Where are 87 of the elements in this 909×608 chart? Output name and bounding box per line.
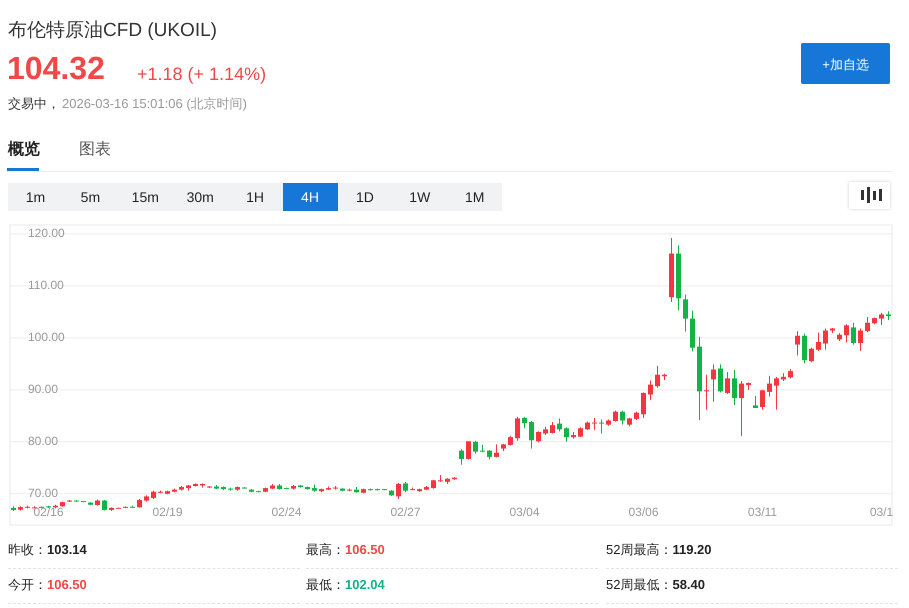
candlestick	[683, 294, 688, 332]
text: 最低：	[306, 577, 345, 592]
text: 最高：	[306, 542, 345, 557]
text: 4H	[300, 189, 320, 205]
candlestick	[823, 328, 828, 350]
text: 106.50	[47, 577, 87, 592]
text: 119.20	[672, 542, 712, 557]
x-tick-label: 03/04	[509, 505, 540, 520]
y-tick-label: 70.00	[28, 486, 58, 500]
text: 概览	[8, 140, 40, 160]
candlestick	[641, 392, 646, 418]
candlestick	[102, 500, 107, 511]
text: 交易中，	[8, 95, 60, 113]
candlestick	[396, 482, 401, 500]
text: 103.14	[47, 542, 87, 557]
text: +加自选	[821, 56, 870, 74]
candlestick	[536, 430, 541, 443]
candlestick	[704, 374, 709, 410]
candlestick	[620, 410, 625, 426]
text: 昨收：	[8, 542, 47, 557]
candlestick	[879, 312, 884, 326]
y-tick-label: 110.00	[28, 278, 64, 292]
text: 图表	[79, 140, 111, 160]
candlestick	[592, 417, 597, 430]
text: 104.32	[7, 50, 105, 87]
candlestick	[844, 324, 849, 344]
text: 106.50	[345, 542, 385, 557]
text: 1H	[245, 189, 266, 205]
candlestick	[529, 420, 534, 450]
text: 15m	[130, 189, 160, 205]
candlestick	[865, 316, 870, 333]
candlestick	[711, 364, 716, 402]
candlestick	[599, 418, 604, 434]
x-tick-label: 02/27	[390, 505, 421, 520]
candlestick	[858, 328, 863, 352]
candlestick	[739, 380, 744, 437]
x-tick-label: 02/19	[152, 505, 183, 520]
y-tick-label: 100.00	[28, 330, 66, 344]
text: 30m	[186, 189, 215, 205]
candlestick	[508, 435, 513, 446]
candlestick	[760, 389, 765, 410]
y-tick-label: 120.00	[28, 226, 66, 240]
candlestick	[613, 410, 618, 422]
candlestick	[655, 365, 660, 388]
candlestick	[774, 376, 779, 410]
text: +1.18 (+ 1.14%)	[137, 64, 266, 85]
text: 2026-03-16 15:01:06 (北京时间)	[62, 95, 247, 113]
candlestick	[557, 418, 562, 432]
candlestick	[466, 440, 471, 460]
candlestick	[725, 372, 730, 394]
candlestick	[718, 364, 723, 393]
candlestick	[473, 440, 478, 454]
text: 52周最低：	[606, 577, 672, 592]
candlestick	[459, 448, 464, 466]
candlestick	[494, 444, 499, 458]
text: 1M	[464, 189, 486, 205]
candlestick	[515, 416, 520, 442]
candlestick	[795, 330, 800, 356]
x-tick-label: 03/11	[748, 505, 778, 520]
candlestick	[487, 450, 492, 460]
candlestick	[767, 375, 772, 398]
y-tick-label: 80.00	[28, 434, 58, 448]
chart-title: 布伦特原油CFD (UKOIL)	[8, 19, 217, 43]
text: 今开：	[8, 577, 47, 592]
candlestick	[788, 368, 793, 379]
candlestick	[851, 322, 856, 346]
candlestick	[403, 481, 408, 493]
x-tick-label: 02/16	[33, 505, 64, 520]
candlestick	[578, 426, 583, 438]
text: 58.40	[672, 577, 706, 592]
x-tick-label: 02/24	[271, 505, 302, 520]
text: 1m	[24, 189, 46, 205]
candlestick	[522, 416, 527, 429]
x-tick-label: 03/1	[870, 505, 894, 520]
y-tick-label: 90.00	[28, 382, 58, 396]
text: 1W	[408, 189, 432, 205]
text: 52周最高：	[606, 542, 672, 557]
candlestick	[809, 347, 814, 363]
text: 5m	[80, 189, 102, 205]
text: 102.04	[345, 577, 385, 592]
candlestick	[550, 422, 555, 434]
x-tick-label: 03/06	[628, 505, 659, 520]
candlestick	[732, 370, 737, 406]
candlestick	[564, 426, 569, 442]
candlestick	[648, 380, 653, 401]
candlestick	[816, 332, 821, 352]
text: 1D	[354, 189, 375, 205]
